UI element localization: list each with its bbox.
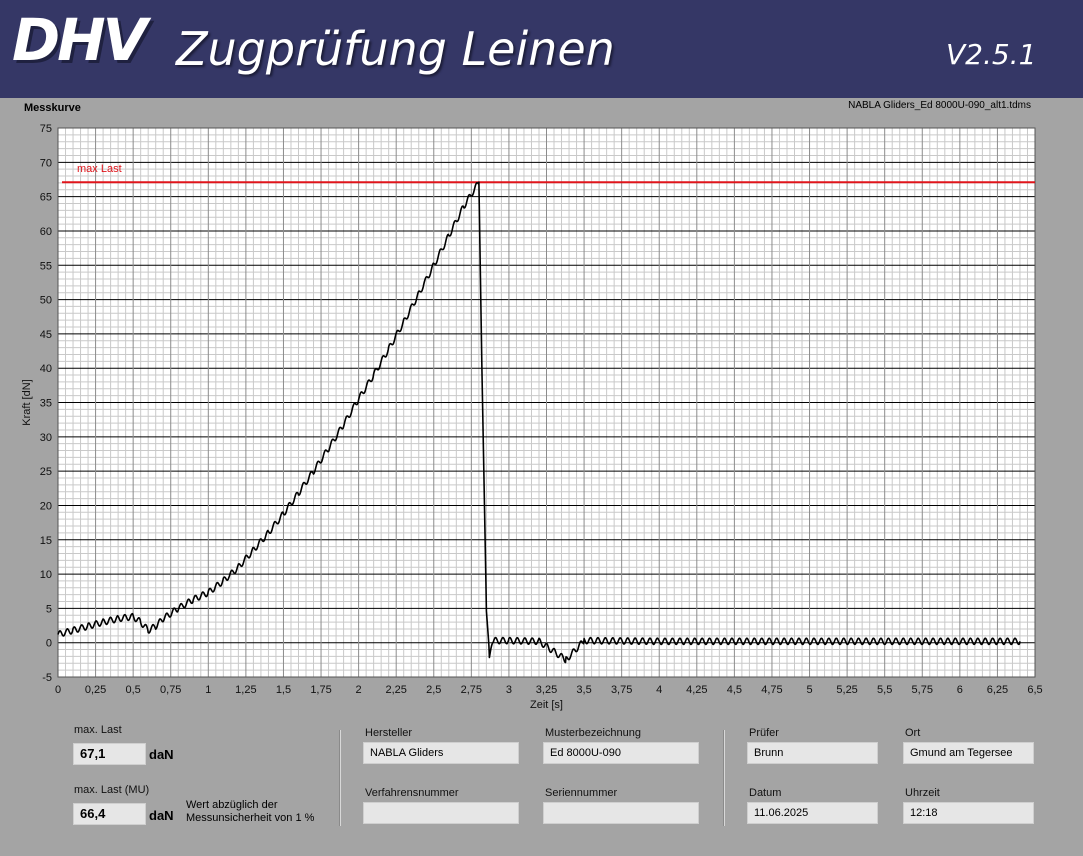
y-tick-label: 60 bbox=[40, 226, 52, 238]
x-tick-label: 3,75 bbox=[611, 684, 632, 696]
y-tick-label: 35 bbox=[40, 398, 52, 410]
chart-name: Messkurve bbox=[24, 102, 81, 114]
dhv-logo: DHV bbox=[12, 6, 148, 74]
x-tick-label: 3,5 bbox=[576, 684, 591, 696]
plot-border bbox=[57, 127, 1036, 678]
x-tick-label: 0,25 bbox=[85, 684, 106, 696]
max-last-label: max. Last bbox=[74, 724, 122, 736]
y-tick-label: -5 bbox=[42, 672, 52, 684]
x-tick-label: 4 bbox=[656, 684, 662, 696]
x-tick-label: 4,5 bbox=[727, 684, 742, 696]
uncertainty-note: Wert abzüglich der Messunsicherheit von … bbox=[186, 799, 315, 824]
max-last-value: 67,1 bbox=[73, 743, 146, 765]
y-tick-label: 0 bbox=[46, 638, 52, 650]
y-tick-label: 40 bbox=[40, 363, 52, 375]
app-title: Zugprüfung Leinen bbox=[176, 22, 615, 76]
pruefer-field: Brunn bbox=[747, 742, 878, 764]
separator bbox=[723, 730, 725, 826]
x-tick-label: 4,25 bbox=[686, 684, 707, 696]
y-tick-label: 25 bbox=[40, 466, 52, 478]
uhrzeit-field: 12:18 bbox=[903, 802, 1034, 824]
max-last-line-label: max Last bbox=[77, 163, 122, 175]
x-tick-label: 5,25 bbox=[836, 684, 857, 696]
max-last-unit: daN bbox=[149, 747, 174, 762]
x-tick-label: 3,25 bbox=[536, 684, 557, 696]
separator bbox=[339, 730, 341, 826]
x-tick-label: 2,25 bbox=[385, 684, 406, 696]
y-tick-label: 30 bbox=[40, 432, 52, 444]
verfahren-field bbox=[363, 802, 519, 824]
verfahren-label: Verfahrensnummer bbox=[365, 787, 459, 799]
file-name: NABLA Gliders_Ed 8000U-090_alt1.tdms bbox=[848, 100, 1031, 111]
x-axis-label: Zeit [s] bbox=[530, 699, 563, 711]
x-tick-label: 3 bbox=[506, 684, 512, 696]
x-tick-label: 5,5 bbox=[877, 684, 892, 696]
y-tick-label: 5 bbox=[46, 603, 52, 615]
datum-label: Datum bbox=[749, 787, 782, 799]
x-tick-label: 0 bbox=[55, 684, 61, 696]
y-tick-label: 20 bbox=[40, 500, 52, 512]
x-tick-label: 5 bbox=[806, 684, 812, 696]
header-bar: DHV Zugprüfung Leinen V2.5.1 bbox=[0, 0, 1083, 98]
x-tick-label: 0,5 bbox=[126, 684, 141, 696]
ort-label: Ort bbox=[905, 727, 921, 739]
x-tick-label: 1,25 bbox=[235, 684, 256, 696]
x-tick-label: 1,5 bbox=[276, 684, 291, 696]
serien-field bbox=[543, 802, 699, 824]
version-label: V2.5.1 bbox=[946, 38, 1037, 71]
hersteller-label: Hersteller bbox=[365, 727, 413, 739]
y-tick-label: 65 bbox=[40, 192, 52, 204]
max-last-mu-value: 66,4 bbox=[73, 803, 146, 825]
x-tick-label: 2 bbox=[356, 684, 362, 696]
x-tick-label: 2,5 bbox=[426, 684, 441, 696]
x-tick-label: 6 bbox=[957, 684, 963, 696]
max-last-mu-label: max. Last (MU) bbox=[74, 784, 150, 796]
hersteller-field: NABLA Gliders bbox=[363, 742, 519, 764]
serien-label: Seriennummer bbox=[545, 787, 618, 799]
x-tick-label: 6,5 bbox=[1027, 684, 1042, 696]
muster-field: Ed 8000U-090 bbox=[543, 742, 699, 764]
x-tick-label: 5,75 bbox=[912, 684, 933, 696]
datum-field: 11.06.2025 bbox=[747, 802, 878, 824]
x-tick-label: 0,75 bbox=[160, 684, 181, 696]
y-tick-label: 10 bbox=[40, 569, 52, 581]
y-tick-label: 15 bbox=[40, 535, 52, 547]
max-last-mu-unit: daN bbox=[149, 808, 174, 823]
ort-field: Gmund am Tegersee bbox=[903, 742, 1034, 764]
x-tick-label: 2,75 bbox=[461, 684, 482, 696]
y-axis-label: Kraft [dN] bbox=[21, 379, 33, 425]
y-tick-label: 75 bbox=[40, 123, 52, 135]
muster-label: Musterbezeichnung bbox=[545, 727, 642, 739]
x-tick-label: 6,25 bbox=[987, 684, 1008, 696]
y-tick-label: 50 bbox=[40, 295, 52, 307]
uhrzeit-label: Uhrzeit bbox=[905, 787, 940, 799]
y-tick-label: 45 bbox=[40, 329, 52, 341]
force-curve bbox=[57, 181, 1021, 664]
x-tick-label: 1,75 bbox=[310, 684, 331, 696]
pruefer-label: Prüfer bbox=[749, 727, 779, 739]
x-tick-label: 4,75 bbox=[761, 684, 782, 696]
y-tick-label: 55 bbox=[40, 260, 52, 272]
y-tick-label: 70 bbox=[40, 157, 52, 169]
x-tick-label: 1 bbox=[205, 684, 211, 696]
